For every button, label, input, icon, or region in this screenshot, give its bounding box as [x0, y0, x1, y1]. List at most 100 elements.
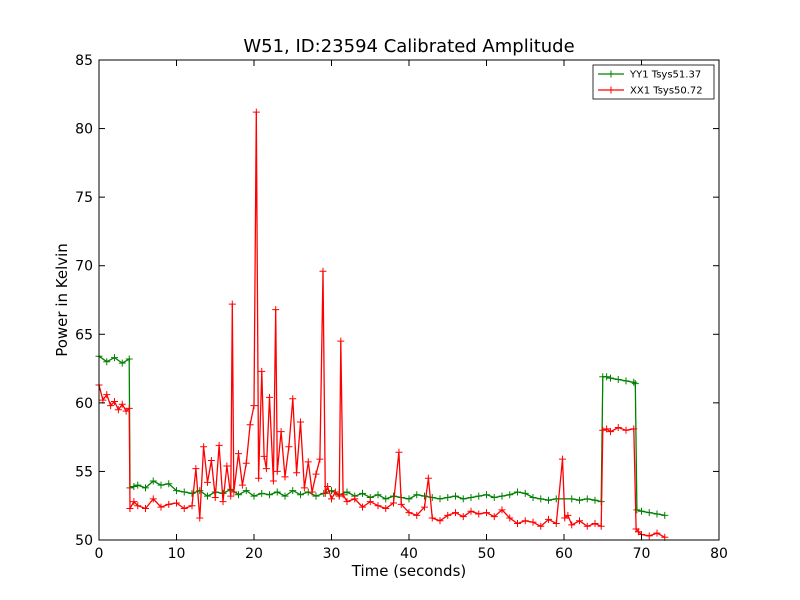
data-point	[134, 502, 142, 510]
data-point	[424, 474, 432, 482]
data-point	[107, 402, 115, 410]
data-point	[475, 492, 483, 500]
data-point	[452, 492, 459, 500]
data-point	[125, 355, 133, 363]
x-tick-label: 80	[710, 546, 728, 562]
series-1	[95, 108, 669, 541]
data-point	[506, 491, 514, 499]
legend: YY1 Tsys51.37 XX1 Tsys50.72	[592, 64, 715, 100]
data-point	[599, 426, 607, 434]
x-tick-label: 50	[478, 546, 496, 562]
data-point	[266, 491, 273, 499]
data-point	[312, 470, 320, 478]
data-point	[316, 455, 324, 463]
data-point	[436, 517, 444, 525]
data-point	[521, 489, 529, 497]
data-point	[272, 306, 280, 314]
data-point	[321, 489, 329, 497]
data-point	[506, 514, 514, 522]
data-point	[459, 495, 467, 503]
data-point	[653, 510, 661, 518]
data-point	[103, 358, 111, 366]
data-point	[165, 480, 173, 488]
data-point	[558, 455, 566, 463]
y-tick-label: 85	[75, 53, 93, 69]
data-point	[514, 520, 521, 528]
data-point	[343, 488, 351, 496]
data-point	[219, 498, 227, 506]
data-point	[118, 400, 126, 408]
legend-box	[592, 64, 715, 100]
data-point	[459, 513, 467, 521]
data-point	[514, 488, 521, 496]
data-point	[324, 483, 332, 491]
plot-area	[99, 60, 719, 540]
y-tick-label: 70	[75, 259, 93, 275]
data-point	[467, 507, 475, 515]
x-axis: 0 10 20 30 40 50 60 70 80	[95, 60, 728, 562]
data-point	[421, 492, 428, 500]
data-point	[630, 378, 638, 386]
data-point	[343, 498, 351, 506]
data-point	[142, 504, 149, 512]
data-point	[661, 511, 669, 519]
data-point	[328, 495, 335, 503]
data-point	[607, 374, 614, 382]
data-point	[262, 465, 270, 473]
data-point	[467, 493, 475, 501]
data-point	[483, 509, 490, 517]
data-point	[230, 488, 238, 496]
data-point	[421, 503, 428, 511]
y-axis-label: Power in Kelvin	[53, 243, 71, 357]
y-tick-label: 65	[75, 327, 93, 343]
data-point	[483, 491, 490, 499]
data-point	[645, 532, 653, 540]
data-point	[413, 491, 421, 499]
data-point	[576, 517, 583, 525]
data-point	[568, 521, 576, 529]
y-tick-label: 80	[75, 122, 93, 138]
x-tick-label: 70	[633, 546, 651, 562]
legend-marker	[607, 70, 615, 78]
data-point	[374, 491, 382, 499]
data-point	[196, 514, 204, 522]
data-point	[397, 500, 405, 508]
data-point	[583, 522, 591, 530]
data-point	[335, 492, 343, 500]
data-point	[173, 499, 180, 507]
data-point	[252, 108, 260, 116]
y-tick-label: 55	[75, 464, 93, 480]
data-point	[475, 510, 483, 518]
data-point	[603, 425, 611, 433]
data-point	[645, 509, 653, 517]
data-point	[622, 377, 630, 385]
data-point	[157, 503, 165, 511]
data-point	[498, 492, 506, 500]
data-point	[235, 450, 242, 458]
data-point	[200, 443, 208, 451]
data-point	[180, 504, 188, 512]
data-point	[351, 495, 359, 503]
data-point	[300, 484, 308, 492]
x-tick-label: 60	[555, 546, 573, 562]
data-point	[258, 367, 266, 375]
data-point	[238, 481, 246, 489]
legend-marker	[607, 86, 615, 94]
chart-title: W51, ID:23594 Calibrated Amplitude	[243, 36, 574, 57]
y-tick-label: 60	[75, 396, 93, 412]
y-tick-label: 75	[75, 190, 93, 206]
data-point	[207, 456, 215, 464]
data-point	[269, 477, 277, 485]
data-point	[337, 337, 345, 345]
data-point	[258, 489, 266, 497]
data-point	[359, 503, 366, 511]
series-layer	[95, 108, 669, 541]
data-point	[289, 487, 297, 495]
data-point	[653, 529, 661, 537]
data-point	[180, 488, 188, 496]
data-point	[103, 391, 111, 399]
data-point	[614, 424, 622, 432]
data-point	[255, 474, 263, 482]
data-point	[304, 458, 312, 466]
